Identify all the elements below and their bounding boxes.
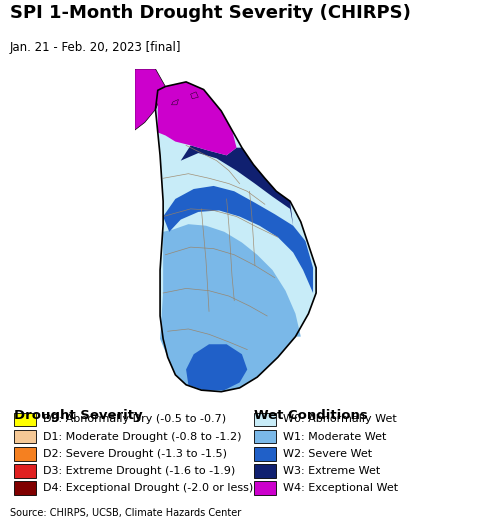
Bar [14, 447, 36, 461]
Text: W3: Extreme Wet: W3: Extreme Wet [283, 466, 381, 476]
Bar [254, 464, 276, 478]
Text: D0: Abnormally Dry (-0.5 to -0.7): D0: Abnormally Dry (-0.5 to -0.7) [43, 414, 227, 425]
Text: SPI 1-Month Drought Severity (CHIRPS): SPI 1-Month Drought Severity (CHIRPS) [10, 4, 410, 22]
Text: W4: Exceptional Wet: W4: Exceptional Wet [283, 483, 398, 493]
Bar [254, 481, 276, 495]
Text: W1: Moderate Wet: W1: Moderate Wet [283, 431, 386, 441]
Polygon shape [186, 344, 247, 390]
Text: D1: Moderate Drought (-0.8 to -1.2): D1: Moderate Drought (-0.8 to -1.2) [43, 431, 242, 441]
Polygon shape [171, 100, 179, 105]
Text: W2: Severe Wet: W2: Severe Wet [283, 449, 372, 459]
Polygon shape [158, 82, 237, 155]
Text: Source: CHIRPS, UCSB, Climate Hazards Center: Source: CHIRPS, UCSB, Climate Hazards Ce… [10, 508, 241, 518]
Text: Jan. 21 - Feb. 20, 2023 [final]: Jan. 21 - Feb. 20, 2023 [final] [10, 41, 181, 55]
Polygon shape [163, 186, 313, 293]
Text: W0: Abnormally Wet: W0: Abnormally Wet [283, 414, 397, 425]
Polygon shape [191, 92, 198, 99]
Bar [14, 464, 36, 478]
Text: D3: Extreme Drought (-1.6 to -1.9): D3: Extreme Drought (-1.6 to -1.9) [43, 466, 236, 476]
Text: D2: Severe Drought (-1.3 to -1.5): D2: Severe Drought (-1.3 to -1.5) [43, 449, 227, 459]
Bar [254, 447, 276, 461]
Text: D4: Exceptional Drought (-2.0 or less): D4: Exceptional Drought (-2.0 or less) [43, 483, 253, 493]
Bar [14, 481, 36, 495]
Bar [14, 412, 36, 426]
Polygon shape [163, 145, 293, 226]
Polygon shape [160, 224, 301, 392]
Polygon shape [156, 82, 316, 392]
Polygon shape [135, 69, 166, 130]
Bar [254, 430, 276, 444]
Text: Wet Conditions: Wet Conditions [254, 409, 368, 422]
Bar [14, 430, 36, 444]
Bar [254, 412, 276, 426]
Text: Drought Severity: Drought Severity [14, 409, 143, 422]
